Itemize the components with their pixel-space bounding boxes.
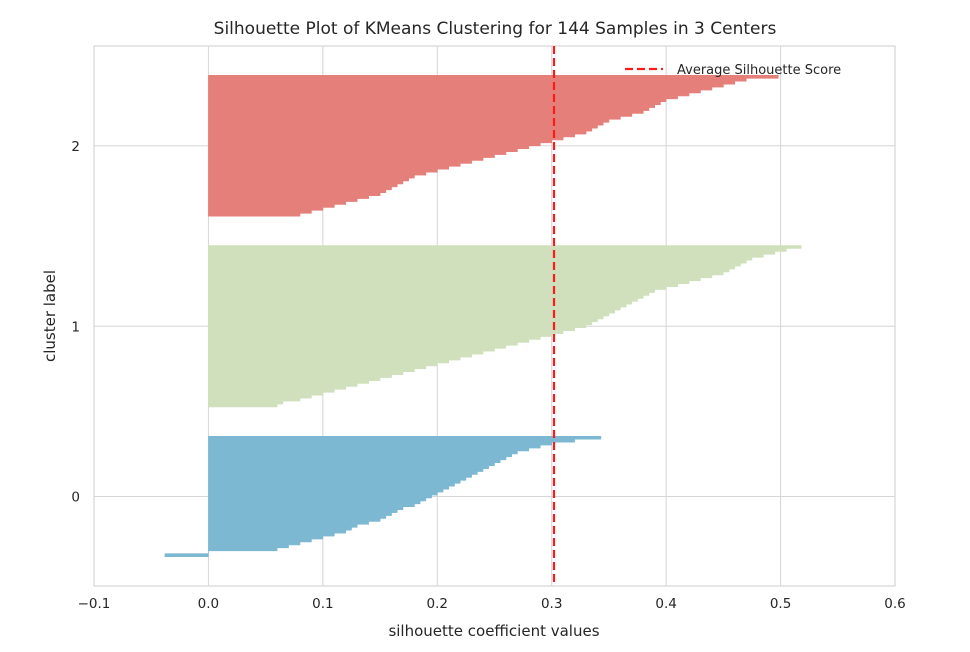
cluster-1-silhouette xyxy=(208,245,802,408)
cluster-0-silhouette xyxy=(164,436,602,557)
y-tick-label: 0 xyxy=(71,489,80,505)
x-tick-label: 0.5 xyxy=(770,596,791,612)
x-tick-label: 0.2 xyxy=(427,596,448,612)
legend-label-average-silhouette-score: Average Silhouette Score xyxy=(677,63,841,78)
x-tick-label: 0.0 xyxy=(198,596,219,612)
x-tick-label: 0.6 xyxy=(884,596,905,612)
cluster-2-silhouette xyxy=(208,75,779,217)
y-axis-label: cluster label xyxy=(41,270,59,362)
x-tick-label: 0.1 xyxy=(312,596,333,612)
x-tick-label: 0.3 xyxy=(541,596,562,612)
chart-title: Silhouette Plot of KMeans Clustering for… xyxy=(214,19,777,39)
x-tick-label: 0.4 xyxy=(655,596,676,612)
x-axis-label: silhouette coefficient values xyxy=(388,622,599,640)
y-tick-label: 1 xyxy=(71,319,80,335)
cluster-silhouettes xyxy=(164,75,802,557)
tick-labels: −0.1 0.0 0.1 0.2 0.3 0.4 0.5 0.6 0 1 2 xyxy=(71,139,905,612)
legend: Average Silhouette Score xyxy=(625,63,841,78)
y-tick-label: 2 xyxy=(71,139,80,155)
x-tick-label: −0.1 xyxy=(78,596,111,612)
